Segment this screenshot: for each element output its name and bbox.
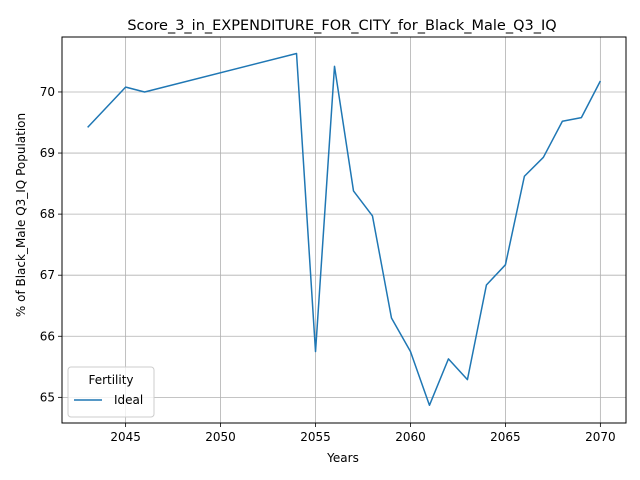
x-tick-label: 2050 <box>205 430 236 444</box>
y-tick-label: 70 <box>40 85 55 99</box>
plot-area-frame <box>61 36 627 424</box>
y-axis-label: % of Black_Male Q3_IQ Population <box>14 113 28 317</box>
legend-title: Fertility <box>88 373 133 387</box>
y-tick-label: 67 <box>40 268 55 282</box>
y-tick-label: 68 <box>40 207 55 221</box>
y-tick-label: 69 <box>40 146 55 160</box>
y-tick-label: 66 <box>40 329 55 343</box>
x-tick-label: 2060 <box>395 430 426 444</box>
legend-label-ideal: Ideal <box>114 393 143 407</box>
grid <box>62 37 626 423</box>
legend: Fertility Ideal <box>67 366 155 418</box>
legend-box <box>67 366 155 418</box>
series-line-ideal <box>87 52 602 407</box>
x-tick-label: 2055 <box>300 430 331 444</box>
x-tick-label: 2070 <box>585 430 616 444</box>
x-axis-label: Years <box>326 451 359 465</box>
y-tick-label: 65 <box>40 390 55 404</box>
axis-ticks: 2045 2050 2055 2060 2065 2070 65 66 67 68 69 70 <box>40 85 616 444</box>
series-layer <box>87 52 602 407</box>
x-tick-label: 2045 <box>110 430 141 444</box>
x-tick-label: 2065 <box>490 430 521 444</box>
chart-title: Score_3_in_EXPENDITURE_FOR_CITY_for_Blac… <box>127 18 556 34</box>
